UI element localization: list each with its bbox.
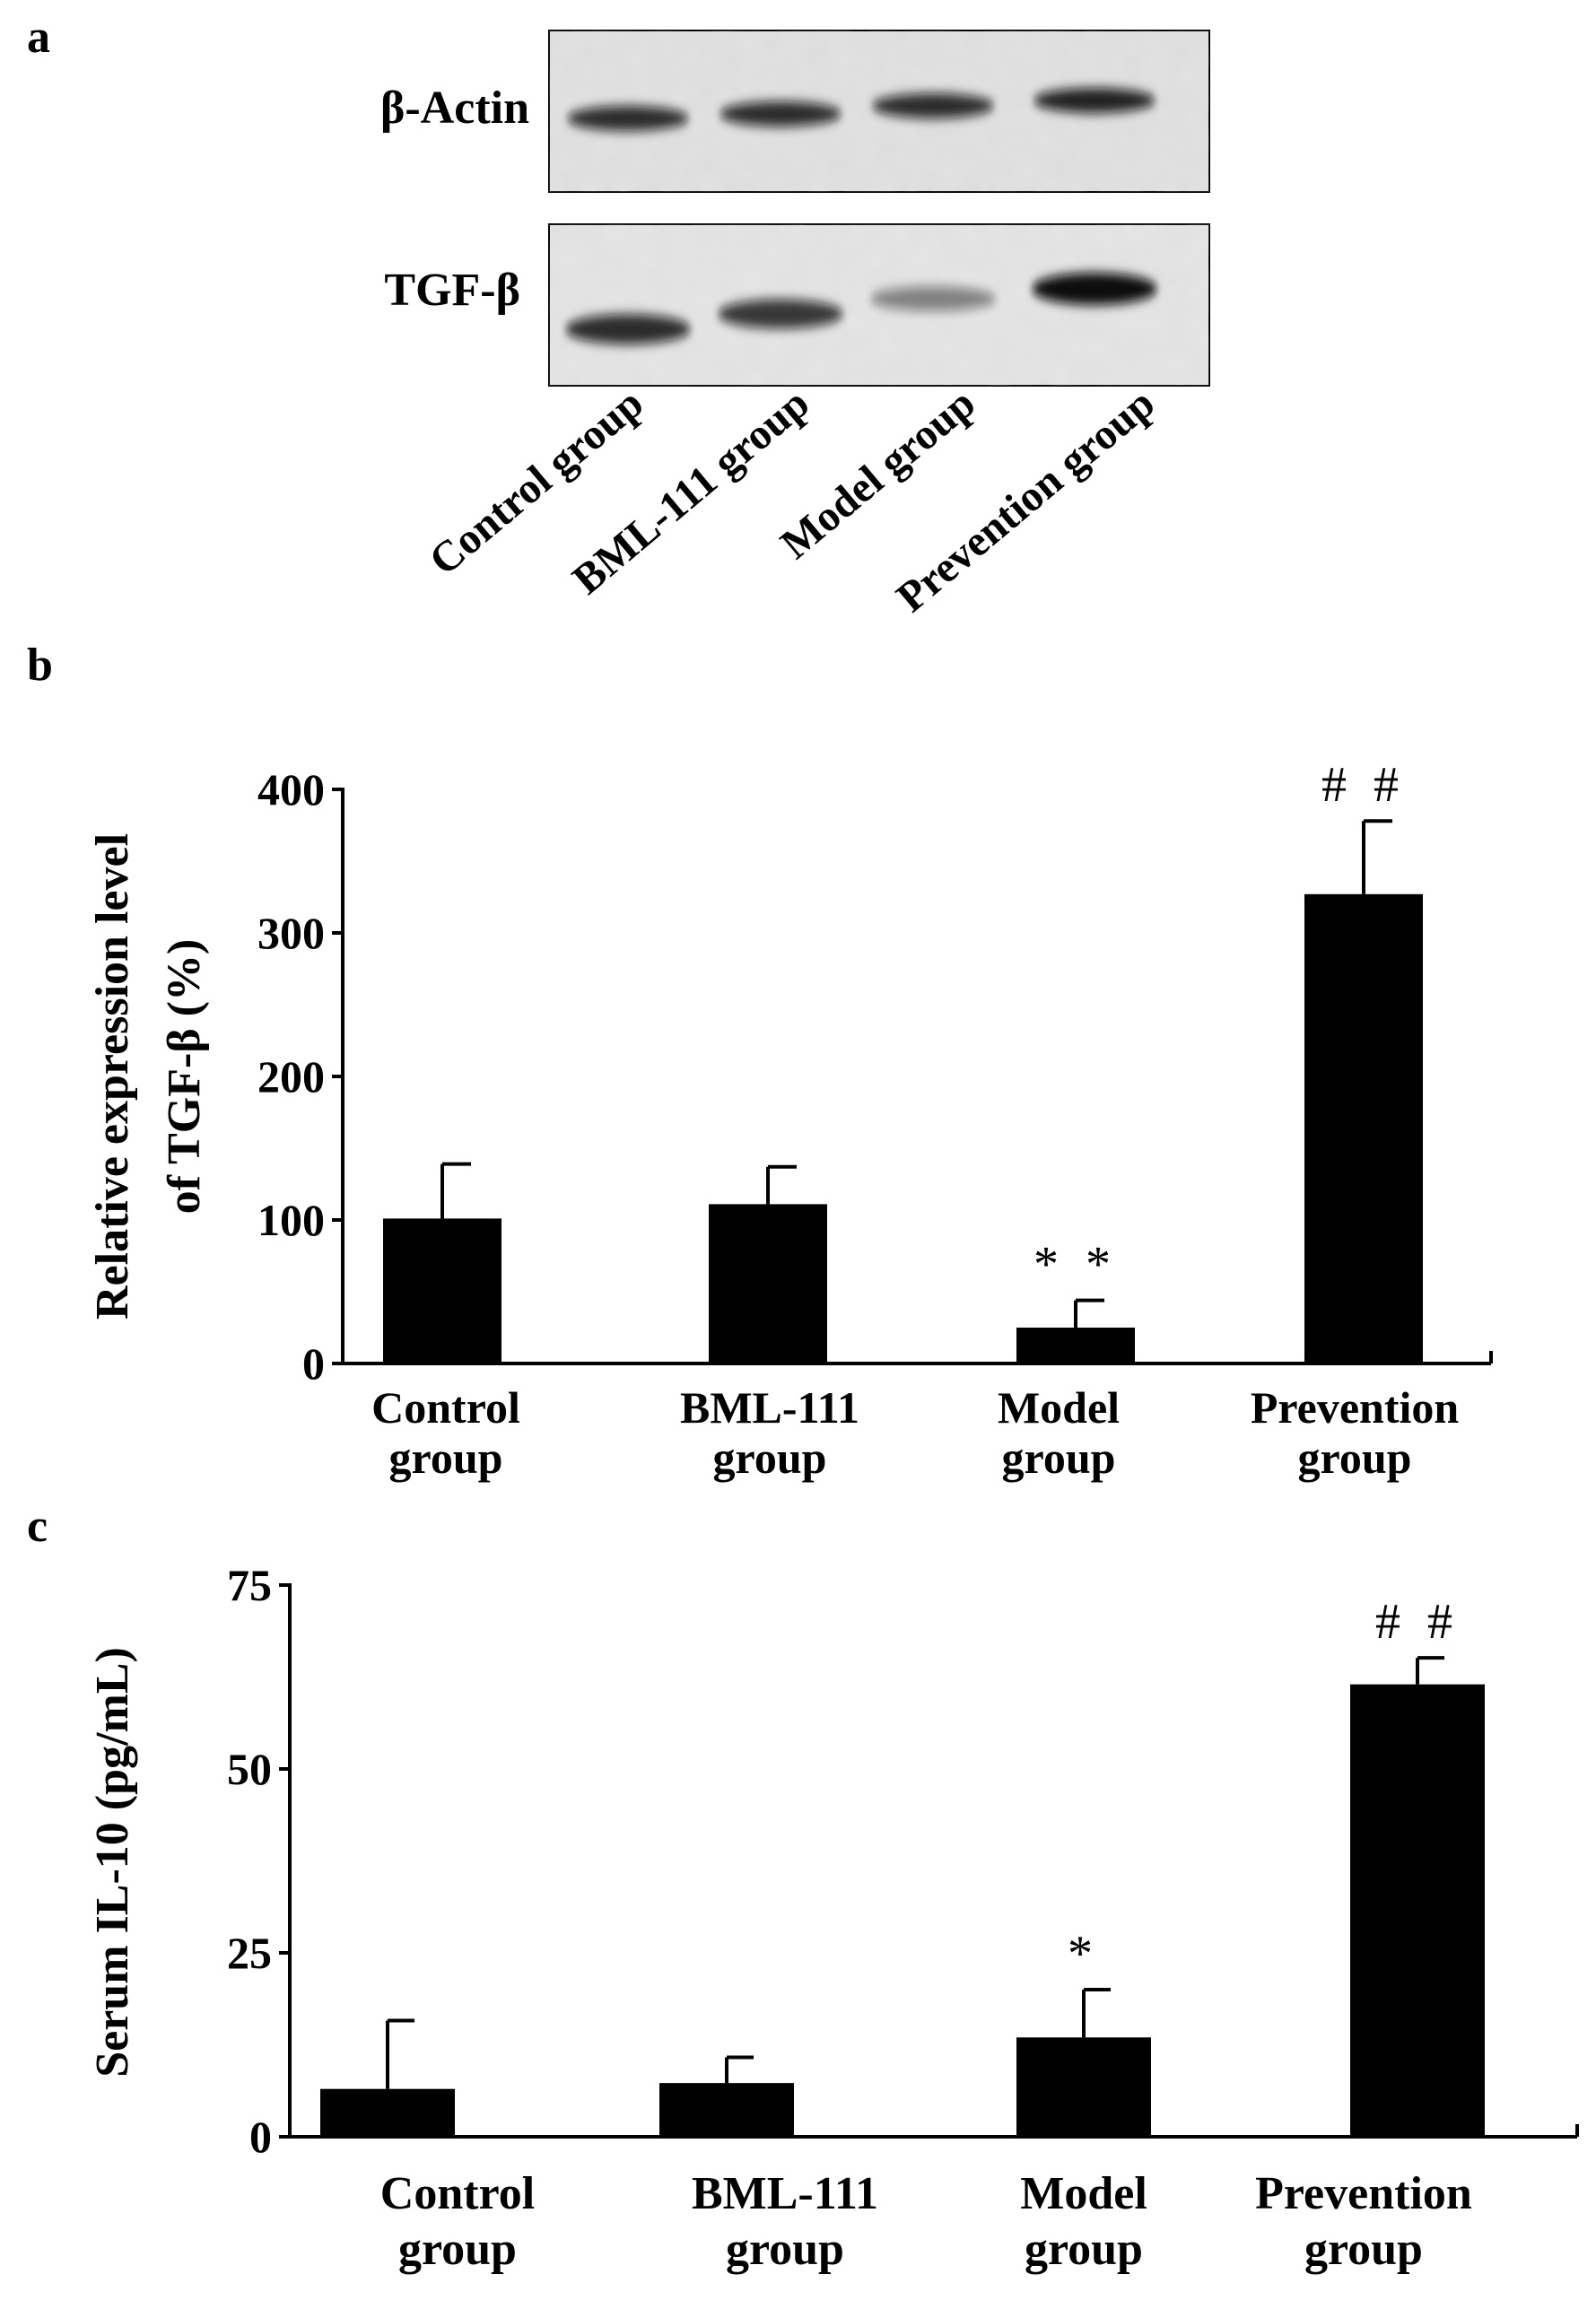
blot-strip-actin <box>548 30 1210 193</box>
x-category-label: group <box>1304 2224 1423 2275</box>
x-category-label: group <box>713 1433 827 1483</box>
panel-label-c: c <box>27 1501 48 1552</box>
blot-row-label-actin: β-Actin <box>380 83 529 134</box>
y-tick-label: 0 <box>302 1338 325 1389</box>
tgf-band <box>718 299 843 329</box>
significance-marker: * * <box>1033 1237 1118 1293</box>
bar <box>1016 2037 1151 2137</box>
panel-label-a: a <box>27 12 50 63</box>
bar <box>709 1204 827 1363</box>
y-axis-title: of TGF-β (%) <box>159 939 210 1215</box>
y-tick-label: 25 <box>227 1928 272 1978</box>
x-category-label: group <box>389 1433 503 1483</box>
y-tick-label: 200 <box>257 1051 325 1102</box>
tgf-band <box>870 286 996 311</box>
y-tick-label: 0 <box>249 2112 272 2162</box>
x-category-label: BML-111 <box>680 1382 859 1433</box>
x-category-label: group <box>1298 1433 1412 1483</box>
y-axis-title: Serum IL-10 (pg/mL) <box>87 1647 138 2078</box>
chart-tgf-beta: 0 100 200 300 400 Relative expression level of… <box>87 757 1493 1483</box>
y-tick-label: 100 <box>257 1195 325 1245</box>
panel-label-b: b <box>27 640 53 691</box>
x-category-label: Model <box>998 1382 1120 1433</box>
blot-row-label-tgf: TGF-β <box>384 265 520 316</box>
y-tick-label: 400 <box>257 764 325 815</box>
x-category-label: Prevention <box>1251 1382 1460 1433</box>
y-tick-label: 300 <box>257 908 325 958</box>
y-tick-label: 75 <box>227 1560 272 1610</box>
actin-band <box>720 101 842 126</box>
bar <box>1350 1684 1485 2137</box>
bar <box>1304 893 1423 1363</box>
x-category-label: group <box>398 2224 517 2275</box>
actin-band <box>1033 88 1156 113</box>
x-category-label: BML-111 <box>692 2168 878 2219</box>
bar <box>320 2088 455 2137</box>
bar <box>1016 1328 1135 1363</box>
significance-marker: * <box>1068 1926 1100 1982</box>
y-tick-label: 50 <box>227 1744 272 1794</box>
significance-marker: # # <box>1321 757 1406 813</box>
actin-band <box>567 106 689 131</box>
y-axis-title: Relative expression level <box>87 833 138 1320</box>
tgf-band <box>565 314 691 344</box>
bar <box>659 2083 794 2137</box>
blot-strip-tgf <box>548 223 1210 387</box>
x-category-label: Control <box>380 2168 535 2219</box>
significance-marker: # # <box>1375 1594 1460 1650</box>
x-category-label: Prevention <box>1255 2168 1472 2219</box>
actin-band <box>872 93 994 118</box>
x-category-label: Control <box>371 1382 520 1433</box>
x-category-label: Model <box>1020 2168 1147 2219</box>
tgf-band <box>1032 273 1157 305</box>
x-category-label: group <box>1002 1433 1116 1483</box>
bar <box>383 1218 501 1363</box>
x-category-label: group <box>1025 2224 1143 2275</box>
x-category-label: group <box>726 2224 844 2275</box>
